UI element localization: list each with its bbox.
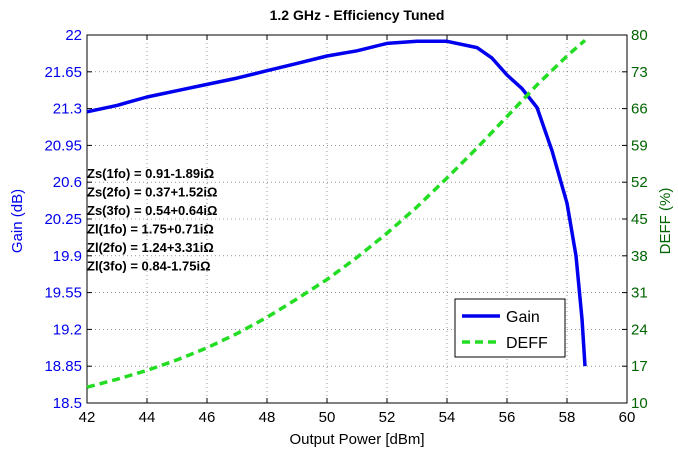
- x-tick-label: 46: [199, 409, 216, 426]
- x-tick-label: 48: [259, 409, 276, 426]
- annotation-text: Zl(1fo) = 1.75+0.71iΩ: [87, 222, 214, 237]
- y-left-tick-label: 22: [65, 27, 82, 44]
- annotation-text: Zs(2fo) = 0.37+1.52iΩ: [87, 185, 217, 200]
- y-left-tick-label: 19.2: [53, 321, 82, 338]
- y-right-tick-label: 59: [631, 137, 648, 154]
- y-right-tick-label: 24: [631, 321, 648, 338]
- y-right-tick-label: 31: [631, 285, 648, 302]
- y-right-tick-label: 38: [631, 248, 648, 265]
- y-right-tick-label: 73: [631, 64, 648, 81]
- y-axis-label-left: Gain (dB): [9, 189, 26, 253]
- y-left-tick-label: 18.85: [44, 358, 82, 375]
- y-left-tick-label: 20.95: [44, 137, 82, 154]
- y-axis-label-right: DEFF (%): [657, 188, 674, 255]
- x-tick-label: 58: [559, 409, 576, 426]
- legend-deff-label: DEFF: [506, 335, 548, 352]
- series: [86, 38, 587, 389]
- x-tick-label: 50: [319, 409, 336, 426]
- y-right-tick-label: 66: [631, 101, 648, 118]
- grid: [87, 35, 627, 403]
- chart-title: 1.2 GHz - Efficiency Tuned: [270, 7, 445, 23]
- impedance-annotations: Zs(1fo) = 0.91-1.89iΩ Zs(2fo) = 0.37+1.52…: [87, 166, 217, 274]
- x-tick-label: 52: [379, 409, 396, 426]
- x-axis-label: Output Power [dBm]: [289, 431, 424, 448]
- y-right-tick-label: 10: [631, 395, 648, 412]
- y-left-tick-label: 18.5: [53, 395, 82, 412]
- y-right-tick-label: 52: [631, 174, 648, 191]
- y-left-tick-label: 20.6: [53, 174, 82, 191]
- y-left-tick-label: 20.25: [44, 211, 82, 228]
- y-right-tick-label: 45: [631, 211, 648, 228]
- y-right-tick-label: 17: [631, 358, 648, 375]
- y-right-tick-label: 80: [631, 27, 648, 44]
- x-tick-label: 56: [499, 409, 516, 426]
- legend-box: [454, 298, 566, 358]
- annotation-text: Zl(2fo) = 1.24+3.31iΩ: [87, 240, 214, 255]
- annotation-text: Zs(3fo) = 0.54+0.64iΩ: [87, 203, 217, 218]
- x-tick-label: 54: [439, 409, 456, 426]
- annotation-text: Zs(1fo) = 0.91-1.89iΩ: [87, 166, 214, 181]
- x-tick-label: 60: [619, 409, 636, 426]
- annotation-text: Zl(3fo) = 0.84-1.75iΩ: [87, 259, 211, 274]
- legend-gain-label: Gain: [506, 309, 540, 326]
- y-left-tick-label: 21.3: [53, 101, 82, 118]
- legend: Gain DEFF: [454, 298, 566, 358]
- y-left-tick-label: 19.55: [44, 285, 82, 302]
- series-line-gain: [86, 39, 587, 367]
- y-left-tick-label: 19.9: [53, 248, 82, 265]
- x-tick-label: 44: [139, 409, 156, 426]
- ticks: 42 44 46 48 50 52 54 56 58 60 18.5 18.85 19.2 19.55 19…: [44, 27, 647, 426]
- x-tick-label: 42: [79, 409, 96, 426]
- y-left-tick-label: 21.65: [44, 64, 82, 81]
